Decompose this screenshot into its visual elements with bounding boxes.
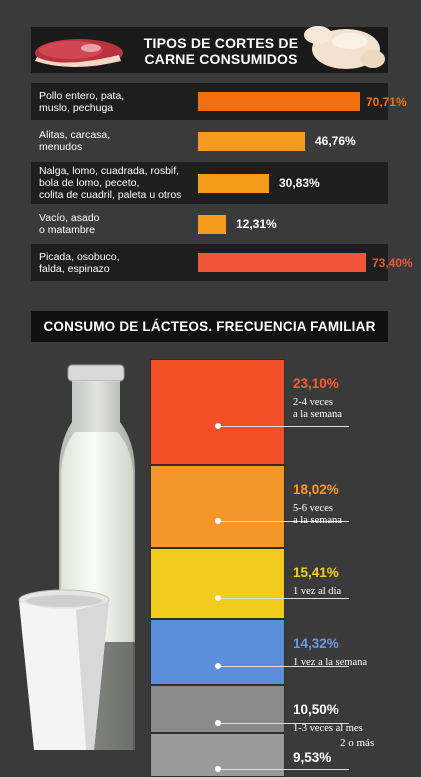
- dairy-chart-title: CONSUMO DE LÁCTEOS. FRECUENCIA FAMILIAR: [31, 311, 388, 342]
- dairy-segment: [150, 465, 285, 548]
- dairy-category-label: 5-6 veces a la semana: [293, 503, 342, 526]
- dairy-marker-dot: [215, 423, 221, 429]
- dairy-leader-line: [221, 723, 349, 724]
- meat-row: Alitas, carcasa, menudos 46,76%: [31, 123, 388, 159]
- dairy-leader-line: [221, 769, 349, 770]
- meat-value-label: 30,83%: [279, 176, 320, 190]
- meat-row: Vacío, asado o matambre 12,31%: [31, 207, 388, 241]
- dairy-segment: [150, 359, 285, 465]
- meat-category-label: Alitas, carcasa, menudos: [39, 129, 111, 153]
- dairy-marker-dot: [215, 594, 221, 601]
- meat-bar: [198, 174, 269, 193]
- meat-bar: [198, 253, 366, 272]
- dairy-leader-line: [221, 520, 349, 522]
- dairy-value-label: 10,50%: [293, 702, 339, 717]
- dairy-leader-line: [221, 426, 349, 427]
- meat-row: Nalga, lomo, cuadrada, rosbif, bola de lo…: [31, 162, 388, 204]
- dairy-marker-dot: [215, 720, 221, 726]
- dairy-value-label: 15,41%: [293, 565, 339, 580]
- dairy-category-label: 2 o más: [340, 737, 375, 749]
- meat-cut-icon: [35, 39, 123, 67]
- meat-category-label: Vacío, asado o matambre: [39, 212, 100, 236]
- dairy-category-label: 1 vez a la semana: [293, 657, 368, 668]
- meat-bar: [198, 215, 226, 234]
- dairy-marker-dot: [215, 517, 221, 524]
- dairy-category-label: 1-3 veces al mes: [293, 723, 363, 734]
- dairy-leader-line: [221, 597, 349, 599]
- meat-value-label: 46,76%: [315, 134, 356, 148]
- dairy-category-label: 2-4 veces a la semana: [293, 397, 342, 420]
- meat-chart-title: TIPOS DE CORTES DE CARNE CONSUMIDOS: [143, 35, 299, 67]
- meat-value-label: 73,40%: [372, 256, 413, 270]
- meat-category-label: Picada, osobuco, falda, espinazo: [39, 250, 120, 275]
- meat-value-label: 12,31%: [236, 217, 277, 231]
- dairy-value-label: 18,02%: [293, 482, 339, 497]
- meat-row: Pollo entero, pata, muslo, pechuga 70,71%: [31, 83, 407, 120]
- meat-value-label: 70,71%: [366, 95, 407, 109]
- dairy-value-label: 23,10%: [293, 376, 339, 391]
- dairy-value-label: 9,53%: [293, 750, 332, 765]
- meat-row: Picada, osobuco, falda, espinazo 73,40%: [31, 244, 413, 281]
- meat-category-label: Pollo entero, pata, muslo, pechuga: [39, 89, 125, 114]
- dairy-segment: [150, 619, 285, 685]
- dairy-marker-dot: [215, 663, 221, 669]
- dairy-leader-line: [221, 666, 349, 667]
- raw-chicken-icon: [304, 26, 385, 69]
- meat-category-label: Nalga, lomo, cuadrada, rosbif, bola de lo…: [39, 165, 182, 201]
- meat-chart-header: TIPOS DE CORTES DE CARNE CONSUMIDOS: [31, 26, 388, 73]
- yogurt-cup-icon: [18, 589, 110, 750]
- dairy-category-label: 1 vez al día: [293, 586, 342, 597]
- meat-bar: [198, 132, 305, 151]
- dairy-value-label: 14,32%: [293, 636, 339, 651]
- meat-bar: [198, 92, 360, 111]
- dairy-segment: [150, 548, 285, 619]
